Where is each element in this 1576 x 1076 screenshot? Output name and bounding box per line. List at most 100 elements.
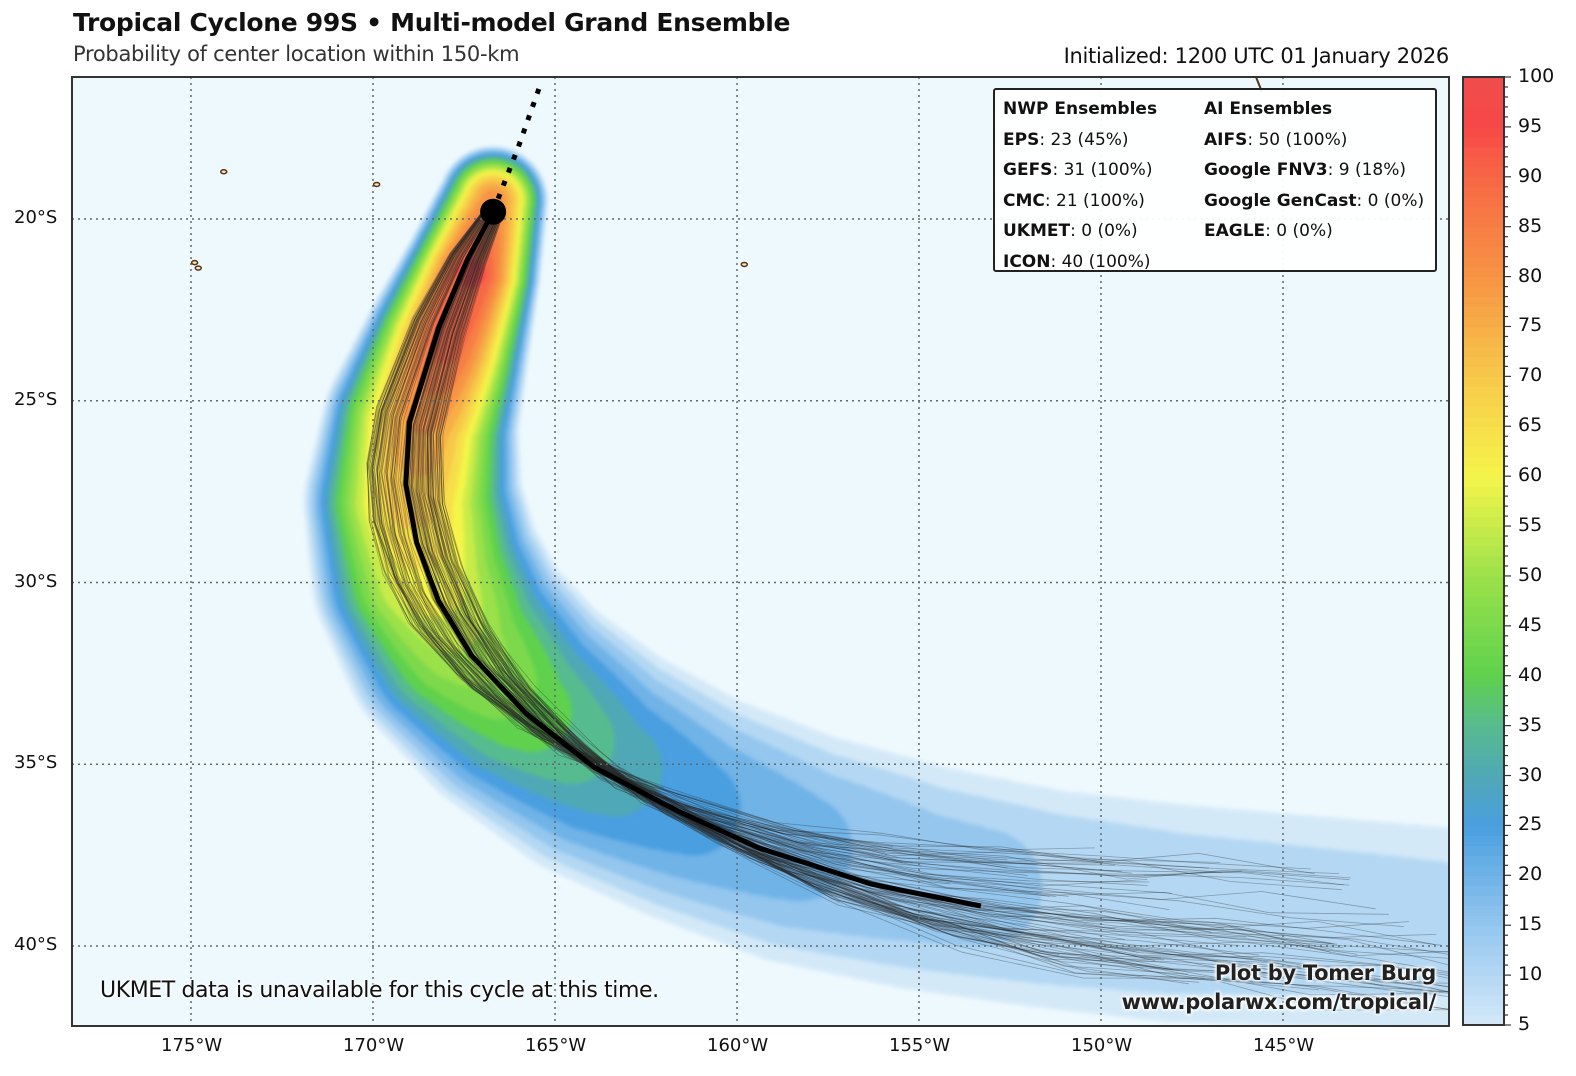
plot-credit-url: www.polarwx.com/tropical/ bbox=[1121, 990, 1437, 1014]
colorbar-segment bbox=[1463, 735, 1504, 747]
ensemble-member-track bbox=[430, 211, 1449, 993]
ensemble-member-track bbox=[386, 211, 1376, 910]
island-outline bbox=[740, 261, 749, 268]
ensemble-member-track bbox=[440, 211, 958, 931]
colorbar-tick-label: 20 bbox=[1518, 863, 1543, 886]
x-tick-label: 155°W bbox=[889, 1035, 951, 1056]
ensemble-member-track bbox=[408, 211, 1449, 955]
ensemble-member-track bbox=[372, 211, 888, 856]
ensemble-member-track bbox=[386, 211, 1050, 897]
ensemble-member-track bbox=[422, 211, 1449, 974]
ensemble-member-track bbox=[383, 211, 1150, 883]
ensemble-member-track bbox=[429, 211, 1449, 992]
ensemble-member-track bbox=[421, 211, 1449, 979]
colorbar-segment bbox=[1463, 226, 1504, 238]
colorbar-segment bbox=[1463, 266, 1504, 278]
colorbar-segment bbox=[1463, 516, 1504, 527]
colorbar-segment bbox=[1463, 416, 1504, 427]
colorbar-segment bbox=[1463, 376, 1504, 387]
colorbar-segment bbox=[1463, 675, 1504, 687]
colorbar-tick-label: 50 bbox=[1518, 563, 1543, 586]
colorbar-frame bbox=[1462, 76, 1505, 1026]
ensemble-member-track bbox=[431, 211, 1173, 970]
y-tick-label: 30°S bbox=[14, 570, 58, 592]
colorbar-segment bbox=[1463, 426, 1504, 437]
ensemble-member-track bbox=[442, 211, 1205, 979]
ensemble-member-track bbox=[367, 211, 1095, 851]
chart-title: Tropical Cyclone 99S • Multi-model Grand… bbox=[73, 8, 791, 37]
colorbar-segment bbox=[1463, 466, 1504, 477]
colorbar-segment bbox=[1463, 915, 1504, 926]
colorbar-segment bbox=[1463, 176, 1504, 188]
colorbar-tick-label: 5 bbox=[1518, 1013, 1531, 1035]
colorbar-segment bbox=[1463, 625, 1504, 637]
ensemble-member-track bbox=[389, 211, 1389, 915]
y-tick-label: 20°S bbox=[14, 207, 58, 228]
colorbar-segment bbox=[1463, 945, 1504, 956]
colorbar-segment bbox=[1463, 705, 1504, 717]
colorbar-segment bbox=[1463, 795, 1504, 807]
colorbar-segment bbox=[1463, 236, 1504, 248]
ensemble-member-track bbox=[366, 211, 1311, 870]
ensemble-member-track bbox=[369, 211, 1008, 861]
colorbar-segment bbox=[1463, 386, 1504, 397]
islands bbox=[190, 77, 1263, 271]
colorbar-tick-label: 65 bbox=[1518, 414, 1543, 437]
colorbar-tick-label: 95 bbox=[1518, 114, 1543, 137]
y-tick-label: 40°S bbox=[14, 934, 58, 955]
ensemble-member-track bbox=[425, 211, 1033, 939]
island-outline bbox=[220, 168, 228, 175]
ensemble-member-track bbox=[434, 211, 1060, 955]
colorbar-segment bbox=[1463, 486, 1504, 497]
ensemble-member-track bbox=[439, 211, 1200, 983]
colorbar-segment bbox=[1463, 286, 1504, 298]
ensemble-member-track bbox=[370, 211, 677, 804]
colorbar-segment bbox=[1463, 316, 1504, 328]
ensemble-member-track bbox=[385, 211, 1148, 887]
colorbar-segment bbox=[1463, 206, 1504, 218]
colorbar-segment bbox=[1463, 845, 1504, 856]
legend-header-nwp: NWP Ensembles bbox=[1003, 99, 1158, 119]
ensemble-member-track bbox=[376, 211, 1350, 886]
ensemble-member-track bbox=[373, 211, 1342, 891]
ensemble-member-track bbox=[429, 211, 1449, 994]
ai-ensembles-column: AI Ensembles AIFS: 50 (100%) Google FNV3… bbox=[1204, 94, 1424, 247]
colorbar-segment bbox=[1463, 396, 1504, 407]
colorbar-segment bbox=[1463, 605, 1504, 617]
ensemble-member-track bbox=[372, 211, 1222, 873]
colorbar-segment bbox=[1463, 116, 1504, 128]
ensemble-member-track bbox=[385, 211, 823, 853]
colorbar-segment bbox=[1463, 595, 1504, 607]
ensemble-member-track bbox=[432, 211, 1179, 971]
current-position-marker bbox=[480, 198, 507, 225]
colorbar-segment bbox=[1463, 256, 1504, 268]
legend-item-icon: ICON: 40 (100%) bbox=[1003, 251, 1151, 272]
colorbar-segment bbox=[1463, 566, 1504, 577]
ensemble-member-track bbox=[376, 211, 1122, 872]
ensemble-member-track bbox=[418, 211, 896, 911]
ensemble-member-track bbox=[426, 211, 1449, 993]
ensemble-member-track bbox=[427, 211, 933, 922]
ensemble-member-track bbox=[412, 211, 1240, 946]
colorbar-segment bbox=[1463, 935, 1504, 946]
colorbar-segment bbox=[1463, 755, 1504, 767]
colorbar-segment bbox=[1463, 775, 1504, 787]
ensemble-member-track bbox=[394, 211, 952, 882]
mean-track-layer bbox=[403, 83, 982, 909]
ensemble-member-track bbox=[432, 211, 1423, 990]
colorbar-segment bbox=[1463, 496, 1504, 507]
ensemble-member-track bbox=[426, 211, 1449, 988]
probability-field bbox=[303, 146, 1449, 1026]
colorbar-segment bbox=[1463, 366, 1504, 377]
ensemble-member-track bbox=[436, 211, 1449, 1010]
colorbar-segment bbox=[1463, 476, 1504, 487]
ensemble-member-track bbox=[372, 211, 903, 864]
legend-item-eps: EPS: 23 (45%) bbox=[1003, 129, 1129, 150]
y-tick-label: 35°S bbox=[14, 752, 58, 774]
colorbar-segment bbox=[1463, 346, 1504, 357]
colorbar-segment bbox=[1463, 815, 1504, 826]
ensemble-member-track bbox=[416, 211, 782, 864]
colorbar-segment bbox=[1463, 925, 1504, 936]
colorbar-segment bbox=[1463, 725, 1504, 737]
